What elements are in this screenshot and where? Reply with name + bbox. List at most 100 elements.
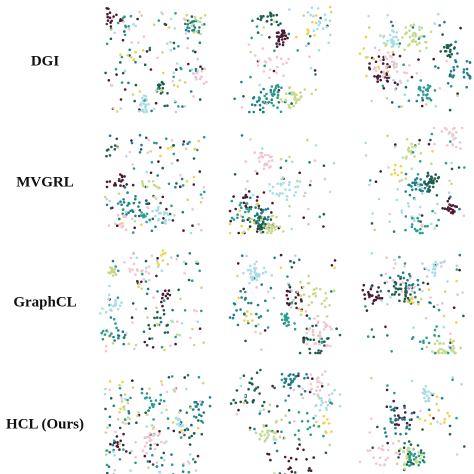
point [433,177,437,180]
point [411,26,415,29]
point [119,98,123,101]
point [116,296,120,300]
point [255,25,259,28]
point [260,434,263,438]
point [290,289,294,292]
point [410,225,414,229]
point [249,50,252,54]
point [122,198,125,201]
point [196,426,200,430]
point [404,284,408,288]
point [427,268,431,272]
point [422,451,426,455]
point [155,306,158,310]
point [147,265,151,268]
point [123,186,127,189]
point [108,199,111,203]
point [265,437,268,441]
point [452,138,456,141]
point [132,252,135,255]
point [264,226,268,229]
point [250,270,253,273]
point [144,108,148,112]
point [377,294,381,297]
point [248,264,252,268]
point [146,287,150,291]
point [433,211,437,215]
point [172,84,176,87]
point [208,396,212,399]
point [164,294,168,298]
point [372,456,376,460]
point [436,202,439,206]
point [268,76,271,80]
point [397,456,400,459]
point [410,223,414,226]
point [396,38,400,42]
point [240,80,243,84]
point [146,316,149,319]
point [422,341,425,345]
point [141,182,145,186]
point [162,71,165,75]
point [284,414,288,418]
point [313,34,316,37]
point [183,376,186,379]
point [133,99,136,103]
point [161,304,164,308]
point [243,394,247,398]
point [142,102,145,105]
point [202,186,206,189]
point [163,348,166,352]
point [104,453,108,456]
point [429,301,432,305]
point [382,70,385,73]
point [195,30,198,33]
point [449,73,452,76]
point [283,314,287,317]
point [420,186,424,190]
point [108,284,111,288]
point [293,327,297,331]
point [148,432,152,435]
point [328,443,332,447]
point [286,297,290,301]
point [308,317,311,320]
point [112,305,115,308]
point [385,388,389,392]
point [429,296,432,299]
point [450,182,453,186]
point [443,290,447,293]
point [455,416,458,420]
point [324,325,327,329]
point [412,32,415,35]
point [388,276,392,280]
point [390,38,394,41]
point [134,60,137,64]
point [375,75,379,79]
point [103,333,107,336]
point [297,429,301,432]
point [316,314,320,318]
point [280,418,283,422]
point [112,317,116,321]
point [422,339,425,343]
point [269,218,273,221]
point [125,450,128,453]
point [266,15,270,18]
point [105,42,109,46]
point [403,441,406,445]
point [254,312,258,316]
point [363,297,367,301]
point [301,396,305,400]
point [321,27,325,31]
point [421,231,424,235]
point [144,105,147,109]
point [285,198,289,201]
point [390,20,393,24]
point [266,429,270,433]
point [404,289,407,293]
point [198,41,202,44]
point [305,373,308,376]
point [320,397,323,400]
